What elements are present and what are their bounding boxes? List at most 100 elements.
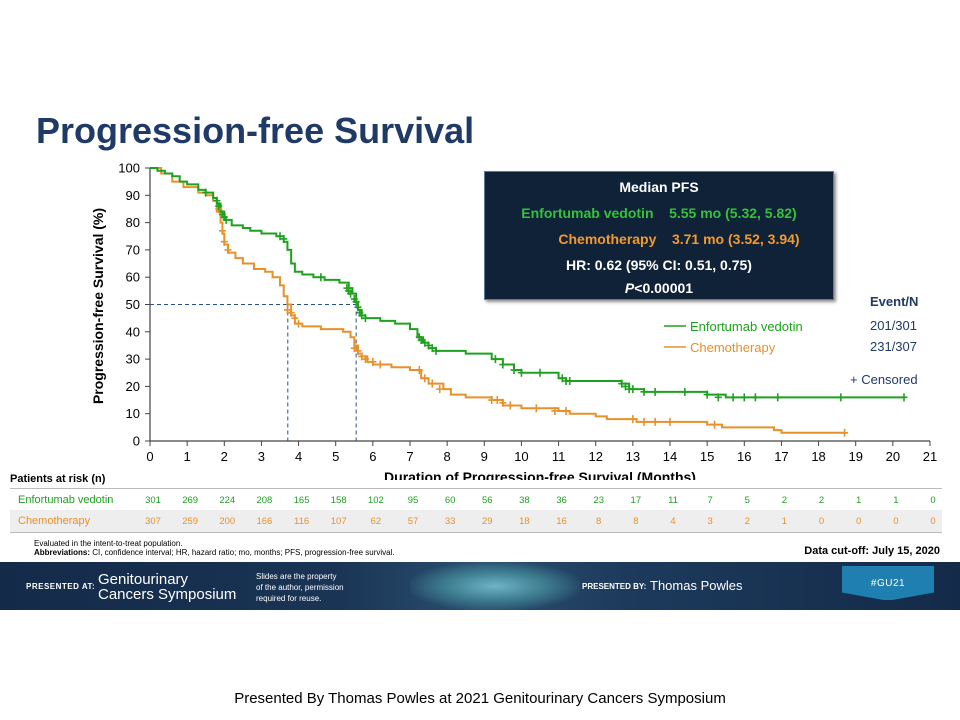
rights-notice: Slides are the property of the author, p… bbox=[256, 571, 344, 604]
risk-value: 95 bbox=[407, 495, 419, 506]
presented-by-label: PRESENTED BY: bbox=[582, 582, 647, 591]
median-pfs-heading: Median PFS bbox=[619, 179, 699, 195]
y-tick-label: 20 bbox=[126, 379, 140, 394]
risk-value: 165 bbox=[293, 495, 310, 506]
y-tick-label: 30 bbox=[126, 352, 140, 367]
ev-censor-mark bbox=[640, 387, 648, 396]
chemo-censor-mark bbox=[841, 428, 849, 437]
y-tick-label: 0 bbox=[133, 434, 140, 449]
slide-title: Progression-free Survival bbox=[36, 110, 475, 151]
chemo-censor-mark bbox=[493, 396, 501, 405]
ev-censor-mark bbox=[215, 202, 223, 211]
risk-value: 1 bbox=[856, 495, 862, 506]
x-tick-label: 0 bbox=[146, 449, 153, 464]
risk-value: 16 bbox=[556, 516, 567, 527]
chemo-censor-mark bbox=[551, 406, 559, 415]
risk-value: 2 bbox=[781, 495, 788, 506]
ev-censor-mark bbox=[536, 368, 544, 377]
ev-censor-mark bbox=[425, 341, 433, 350]
ev-censor-mark bbox=[280, 234, 288, 243]
footnote-itt: Evaluated in the intent-to-treat populat… bbox=[34, 539, 183, 548]
survival-curves bbox=[150, 167, 904, 434]
risk-value: 4 bbox=[670, 516, 676, 527]
chemo-censor-mark bbox=[415, 366, 423, 375]
ev-censor-mark bbox=[566, 376, 574, 385]
ev-censor-mark bbox=[837, 393, 845, 402]
chemo-censor-mark bbox=[666, 417, 674, 426]
x-tick-label: 8 bbox=[444, 449, 451, 464]
y-tick-label: 100 bbox=[118, 161, 140, 176]
chemo-censor-mark bbox=[711, 420, 719, 429]
symposium-name: Genitourinary Cancers Symposium bbox=[98, 572, 236, 602]
x-tick-label: 19 bbox=[848, 449, 862, 464]
risk-value: 301 bbox=[145, 495, 161, 506]
ev-censor-mark bbox=[347, 289, 355, 298]
x-tick-label: 20 bbox=[886, 449, 900, 464]
risk-row-ch: Chemotherapy 307 259 200 166 116 107 62 57 33 29 1… bbox=[10, 510, 942, 533]
median-ev-value: 5.55 mo (5.32, 5.82) bbox=[669, 205, 797, 221]
conference-banner: PRESENTED AT: Genitourinary Cancers Symp… bbox=[0, 562, 960, 610]
chemo-censor-mark bbox=[224, 245, 232, 254]
chemo-censor-mark bbox=[532, 404, 540, 413]
median-ev-row: Enfortumab vedotin 5.55 mo (5.32, 5.82) bbox=[485, 205, 833, 221]
risk-value: 36 bbox=[556, 495, 567, 506]
ev-censor-mark bbox=[517, 368, 525, 377]
chemo-censor-mark bbox=[499, 398, 507, 407]
ev-censor-mark bbox=[740, 393, 748, 402]
ev-censor-mark bbox=[354, 303, 362, 312]
chemo-censor-mark bbox=[562, 406, 570, 415]
chemo-censor-mark bbox=[283, 305, 291, 314]
risk-value: 307 bbox=[145, 516, 161, 527]
hazard-ratio: HR: 0.62 (95% CI: 0.51, 0.75) bbox=[566, 257, 752, 273]
ev-censor-mark bbox=[774, 393, 782, 402]
x-tick-label: 7 bbox=[406, 449, 413, 464]
chemo-censor-mark bbox=[361, 355, 369, 364]
chemo-censor-mark bbox=[651, 417, 659, 426]
risk-value: 17 bbox=[630, 495, 642, 506]
chemo-censor-mark bbox=[376, 360, 384, 369]
median-ch-row: Chemotherapy 3.71 mo (3.52, 3.94) bbox=[505, 231, 853, 247]
chemo-censor-mark bbox=[295, 319, 303, 328]
ev-censor-mark bbox=[651, 387, 659, 396]
banner-graphic bbox=[410, 562, 580, 610]
x-tick-label: 9 bbox=[481, 449, 488, 464]
event-n-ch: 231/307 bbox=[870, 339, 917, 354]
abbreviations-label: Abbreviations: bbox=[34, 548, 91, 557]
ev-censor-mark bbox=[618, 379, 626, 388]
risk-value: 166 bbox=[256, 516, 273, 527]
chemo-censor-mark bbox=[287, 308, 295, 317]
risk-value: 0 bbox=[818, 516, 825, 527]
ev-censor-mark bbox=[432, 346, 440, 355]
x-tick-label: 21 bbox=[923, 449, 937, 464]
risk-value: 259 bbox=[182, 516, 199, 527]
risk-value: 2 bbox=[818, 495, 825, 506]
chemo-censor-mark bbox=[369, 357, 377, 366]
y-tick-label: 60 bbox=[126, 270, 140, 285]
median-pfs-box: Median PFS Enfortumab vedotin 5.55 mo (5… bbox=[484, 171, 834, 300]
ev-censor-mark bbox=[222, 215, 230, 224]
x-tick-label: 18 bbox=[811, 449, 825, 464]
p-value-symbol: P bbox=[624, 280, 635, 296]
risk-value: 0 bbox=[930, 495, 936, 506]
ev-censor-mark bbox=[510, 366, 518, 375]
risk-value: 3 bbox=[707, 516, 713, 527]
ev-censor-mark bbox=[358, 311, 366, 320]
risk-value: 62 bbox=[370, 516, 382, 527]
rights-line3: required for reuse. bbox=[256, 594, 322, 603]
x-tick-label: 16 bbox=[737, 449, 751, 464]
median-reference-lines bbox=[150, 304, 357, 441]
risk-value: 200 bbox=[219, 516, 236, 527]
censor-marks bbox=[202, 188, 908, 437]
chemo-censor-mark bbox=[358, 352, 366, 361]
x-tick-label: 4 bbox=[295, 449, 302, 464]
chemo-censor-mark bbox=[421, 374, 429, 383]
presented-at-label: PRESENTED AT: bbox=[26, 582, 96, 591]
ev-censor-mark bbox=[751, 393, 759, 402]
ev-censor-mark bbox=[213, 196, 221, 205]
risk-value: 0 bbox=[930, 516, 936, 527]
risk-value: 29 bbox=[481, 516, 493, 527]
ev-censor-mark bbox=[428, 344, 436, 353]
x-axis-label: Duration of Progression-free Survival (M… bbox=[384, 469, 696, 480]
chemo-censor-mark bbox=[629, 415, 637, 424]
rights-line2: of the author, permission bbox=[256, 583, 344, 592]
